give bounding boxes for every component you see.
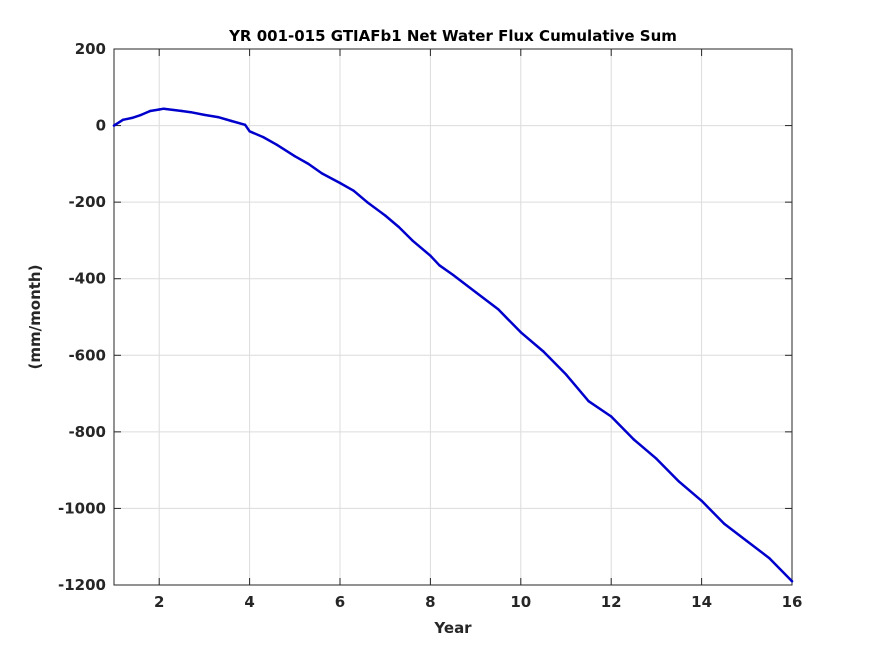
x-tick-label: 2 <box>154 593 164 611</box>
data-point <box>243 123 247 127</box>
data-point <box>700 499 703 502</box>
x-tick-label: 12 <box>601 593 622 611</box>
data-point <box>275 143 278 146</box>
x-tick-label: 6 <box>335 593 345 611</box>
data-point <box>293 155 296 158</box>
data-point <box>723 522 726 525</box>
data-point <box>384 214 387 217</box>
data-point <box>162 107 165 110</box>
data-point <box>307 162 310 166</box>
data-point <box>519 331 522 334</box>
y-tick-label: -1000 <box>58 499 106 517</box>
data-point <box>411 239 414 242</box>
plot-area <box>114 49 792 585</box>
data-point <box>632 438 635 441</box>
data-point <box>171 108 174 112</box>
x-tick-label: 4 <box>244 593 254 611</box>
x-tick-label: 8 <box>425 593 435 611</box>
data-point <box>655 457 658 460</box>
data-point <box>112 124 116 127</box>
x-tick-label: 10 <box>510 593 531 611</box>
data-point <box>158 108 161 111</box>
grid <box>114 48 793 586</box>
y-axis: 200 0 -200 -400 -600 -800 -1000 -1200 <box>58 40 792 594</box>
data-point <box>180 109 183 113</box>
data-point <box>139 113 143 117</box>
data-point <box>216 115 220 119</box>
data-point <box>745 539 748 543</box>
y-tick-label: -800 <box>68 423 106 441</box>
data-point <box>248 130 251 133</box>
data-point <box>542 350 545 353</box>
data-point <box>365 200 369 204</box>
data-point <box>790 580 794 583</box>
data-point <box>397 225 400 229</box>
data-point <box>474 290 477 294</box>
x-axis: 2 4 6 8 10 12 14 16 <box>154 49 802 611</box>
data-point <box>189 111 192 114</box>
series-group <box>112 107 794 583</box>
data-point <box>262 135 265 139</box>
data-point <box>121 118 125 122</box>
data-point <box>497 308 500 311</box>
data-point <box>768 557 771 560</box>
y-tick-label: -400 <box>68 270 106 288</box>
y-tick-label: -600 <box>68 346 106 364</box>
data-point <box>203 113 206 117</box>
data-point <box>564 373 568 376</box>
y-tick-label: -200 <box>68 193 106 211</box>
data-point <box>677 480 681 483</box>
data-point <box>149 109 152 113</box>
chart-title: YR 001-015 GTIAFb1 Net Water Flux Cumula… <box>228 27 677 45</box>
data-point <box>320 172 324 175</box>
data-point <box>130 116 134 120</box>
y-tick-label: 0 <box>96 117 106 135</box>
x-axis-label: Year <box>433 619 472 637</box>
y-tick-label: -1200 <box>58 576 106 594</box>
data-point <box>230 119 233 123</box>
x-tick-label: 14 <box>691 593 712 611</box>
data-point <box>438 264 441 267</box>
data-point <box>587 400 590 403</box>
plot-frame <box>113 48 793 586</box>
data-point <box>610 415 613 418</box>
y-axis-label: (mm/month) <box>26 265 44 370</box>
series-line-1 <box>112 107 794 583</box>
data-point <box>338 181 342 185</box>
x-tick-label: 16 <box>782 593 803 611</box>
data-point <box>429 254 432 257</box>
data-point <box>352 189 355 192</box>
y-tick-label: 200 <box>75 40 106 58</box>
data-point <box>451 273 455 277</box>
